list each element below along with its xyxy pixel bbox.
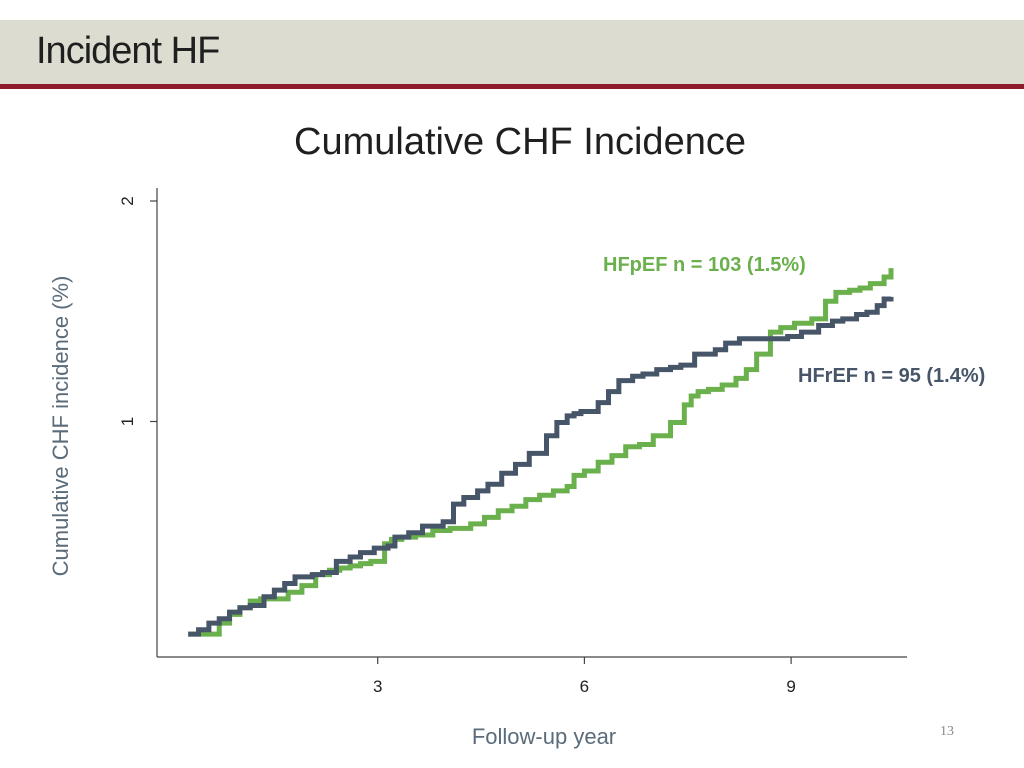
x-tick-label: 9 xyxy=(786,677,795,696)
y-tick-label: 1 xyxy=(118,417,137,426)
x-tick-label: 3 xyxy=(373,677,382,696)
x-tick-label: 6 xyxy=(580,677,589,696)
header-bar xyxy=(0,20,1024,84)
y-axis-label: Cumulative CHF incidence (%) xyxy=(48,276,73,577)
header-rule xyxy=(0,84,1024,89)
x-axis-label: Follow-up year xyxy=(472,724,616,749)
series-label-hfref: HFrEF n = 95 (1.4%) xyxy=(798,365,985,387)
chart-title: Cumulative CHF Incidence xyxy=(294,121,746,163)
slide-title: Incident HF xyxy=(36,30,220,72)
series-line-hfref xyxy=(188,296,894,637)
page-number: 13 xyxy=(940,724,954,739)
y-tick-label: 2 xyxy=(118,196,137,205)
series-label-hfpef: HFpEF n = 103 (1.5%) xyxy=(603,254,806,276)
